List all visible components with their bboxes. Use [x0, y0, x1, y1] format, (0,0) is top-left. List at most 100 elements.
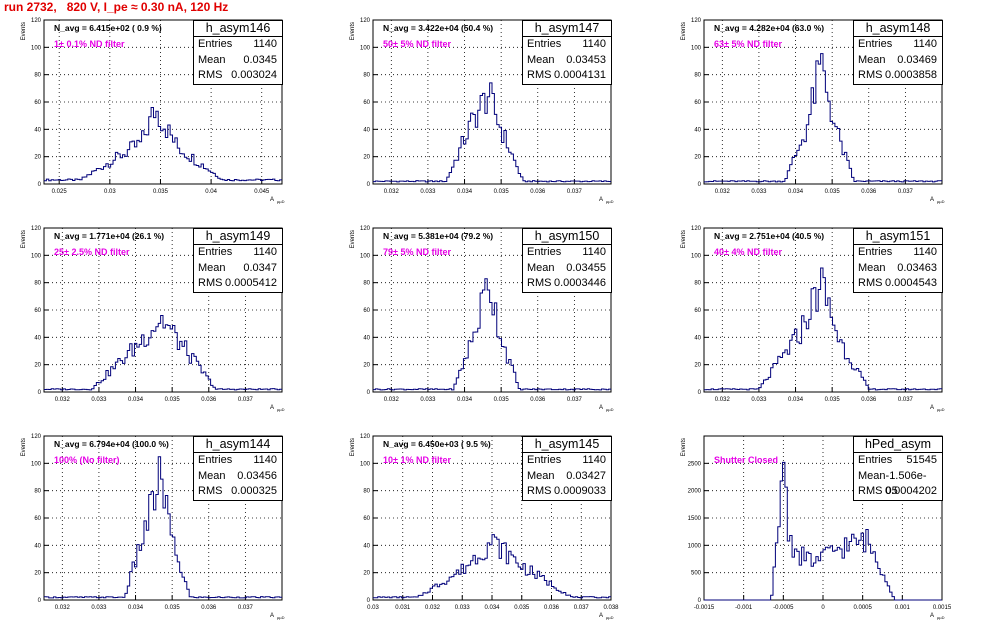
x-tick-label: 0.036 — [201, 605, 217, 611]
x-tick-label: -0.0005 — [773, 605, 794, 611]
stats-key: RMS — [858, 69, 883, 81]
stats-row: Mean 0.03469 — [854, 53, 942, 69]
stats-value: 0.0347 — [243, 261, 277, 274]
stats-row: RMS 0.0003858 — [854, 68, 942, 84]
stats-row: RMS 0.0003446 — [523, 276, 611, 292]
stats-value: 0.03469 — [897, 53, 937, 66]
x-tick-label: 0.034 — [128, 397, 144, 403]
filter-label: 40± 4% ND filter — [714, 247, 782, 257]
x-tick-label: 0.037 — [238, 397, 254, 403]
y-tick-label: 60 — [363, 100, 370, 106]
stats-key: Entries — [858, 38, 893, 50]
y-tick-label: 80 — [694, 73, 701, 79]
x-tick-label: 0.032 — [384, 397, 400, 403]
y-tick-label: 20 — [363, 571, 370, 577]
x-axis-title: A — [270, 613, 274, 619]
y-tick-label: 0 — [38, 390, 42, 396]
x-axis-subscript: µµD — [277, 199, 285, 204]
histogram-series — [373, 278, 611, 391]
x-axis-title: A — [930, 613, 934, 619]
histogram-series — [44, 107, 282, 182]
x-tick-label: 0.036 — [530, 189, 546, 195]
x-tick-label: 0.034 — [457, 189, 473, 195]
y-tick-label: 40 — [34, 335, 41, 341]
stats-key: Mean — [858, 53, 886, 66]
y-tick-label: 80 — [34, 281, 41, 287]
x-tick-label: 0.032 — [55, 605, 71, 611]
x-tick-label: 0 — [821, 605, 825, 611]
x-tick-label: 0.033 — [420, 189, 436, 195]
histogram-name: h_asym151 — [854, 229, 942, 245]
filter-label: 25± 2.5% ND filter — [54, 247, 130, 257]
stats-key: RMS — [858, 485, 883, 497]
y-tick-label: 40 — [34, 127, 41, 133]
y-tick-label: 120 — [31, 434, 42, 440]
y-tick-label: 100 — [31, 253, 42, 259]
stats-row: Mean 0.03455 — [523, 261, 611, 277]
stats-value: 0.000325 — [231, 485, 277, 497]
y-tick-label: 100 — [691, 253, 702, 259]
stats-value: 0.0345 — [243, 53, 277, 66]
stats-row: Mean 0.03427 — [523, 469, 611, 485]
stats-key: Mean — [198, 53, 226, 66]
stats-box: h_asym146 Entries 1140 Mean 0.0345 RMS 0.00302… — [193, 20, 283, 85]
y-tick-label: 120 — [31, 226, 42, 232]
stats-key: RMS — [527, 485, 552, 497]
run-title: run 2732, 820 V, I_pe ≈ 0.30 nA, 120 Hz — [4, 0, 229, 14]
y-axis-title: Events — [350, 22, 356, 40]
x-tick-label: 0.035 — [494, 189, 510, 195]
stats-row: Mean 0.03453 — [523, 53, 611, 69]
filter-label: Shutter Closed — [714, 455, 779, 465]
stats-row: Entries 1140 — [523, 37, 611, 53]
stats-box: hPed_asym Entries 51545 Mean -1.506e-05 RMS 0.… — [853, 436, 943, 501]
y-tick-label: 80 — [363, 281, 370, 287]
stats-value: 0.003024 — [231, 69, 277, 81]
y-tick-label: 100 — [31, 461, 42, 467]
y-tick-label: 0 — [698, 390, 702, 396]
y-tick-label: 20 — [694, 363, 701, 369]
stats-key: Entries — [858, 454, 893, 466]
y-tick-label: 100 — [360, 253, 371, 259]
x-tick-label: 0.036 — [544, 605, 560, 611]
x-tick-label: 0.034 — [457, 397, 473, 403]
histogram-series — [704, 267, 942, 391]
y-tick-label: 1000 — [688, 543, 702, 549]
filter-label: 50± 5% ND filter — [383, 39, 451, 49]
stats-key: Mean — [198, 469, 226, 482]
x-tick-label: 0.036 — [861, 189, 877, 195]
histogram-name: h_asym147 — [523, 21, 611, 37]
x-tick-label: 0.034 — [788, 189, 804, 195]
x-tick-label: 0.033 — [91, 397, 107, 403]
x-axis-subscript: µµD — [606, 407, 614, 412]
y-tick-label: 120 — [691, 18, 702, 24]
filter-label: 79± 5% ND filter — [383, 247, 451, 257]
x-tick-label: 0.025 — [52, 189, 68, 195]
n-avg-label: N_avg = 6.450e+03 ( 9.5 %) — [383, 439, 491, 449]
y-tick-label: 120 — [360, 226, 371, 232]
x-tick-label: 0.032 — [425, 605, 441, 611]
y-tick-label: 120 — [31, 18, 42, 24]
stats-value: 1140 — [253, 454, 277, 466]
x-axis-subscript: µµD — [277, 407, 285, 412]
y-tick-label: 0 — [698, 598, 702, 604]
stats-row: Entries 1140 — [194, 37, 282, 53]
x-tick-label: 0.037 — [574, 605, 590, 611]
n-avg-label: N_avg = 6.794e+04 (100.0 %) — [54, 439, 169, 449]
histogram-series — [704, 461, 942, 601]
stats-value: 0.0004202 — [885, 485, 937, 497]
stats-row: RMS 0.0009033 — [523, 484, 611, 500]
y-tick-label: 0 — [38, 182, 42, 188]
stats-key: Entries — [198, 38, 233, 50]
y-axis-title: Events — [681, 438, 687, 456]
y-tick-label: 100 — [31, 45, 42, 51]
y-tick-label: 80 — [363, 489, 370, 495]
y-tick-label: 100 — [360, 45, 371, 51]
x-axis-subscript: µµD — [277, 615, 285, 620]
stats-row: RMS 0.0004131 — [523, 68, 611, 84]
x-axis-subscript: µµD — [937, 407, 945, 412]
